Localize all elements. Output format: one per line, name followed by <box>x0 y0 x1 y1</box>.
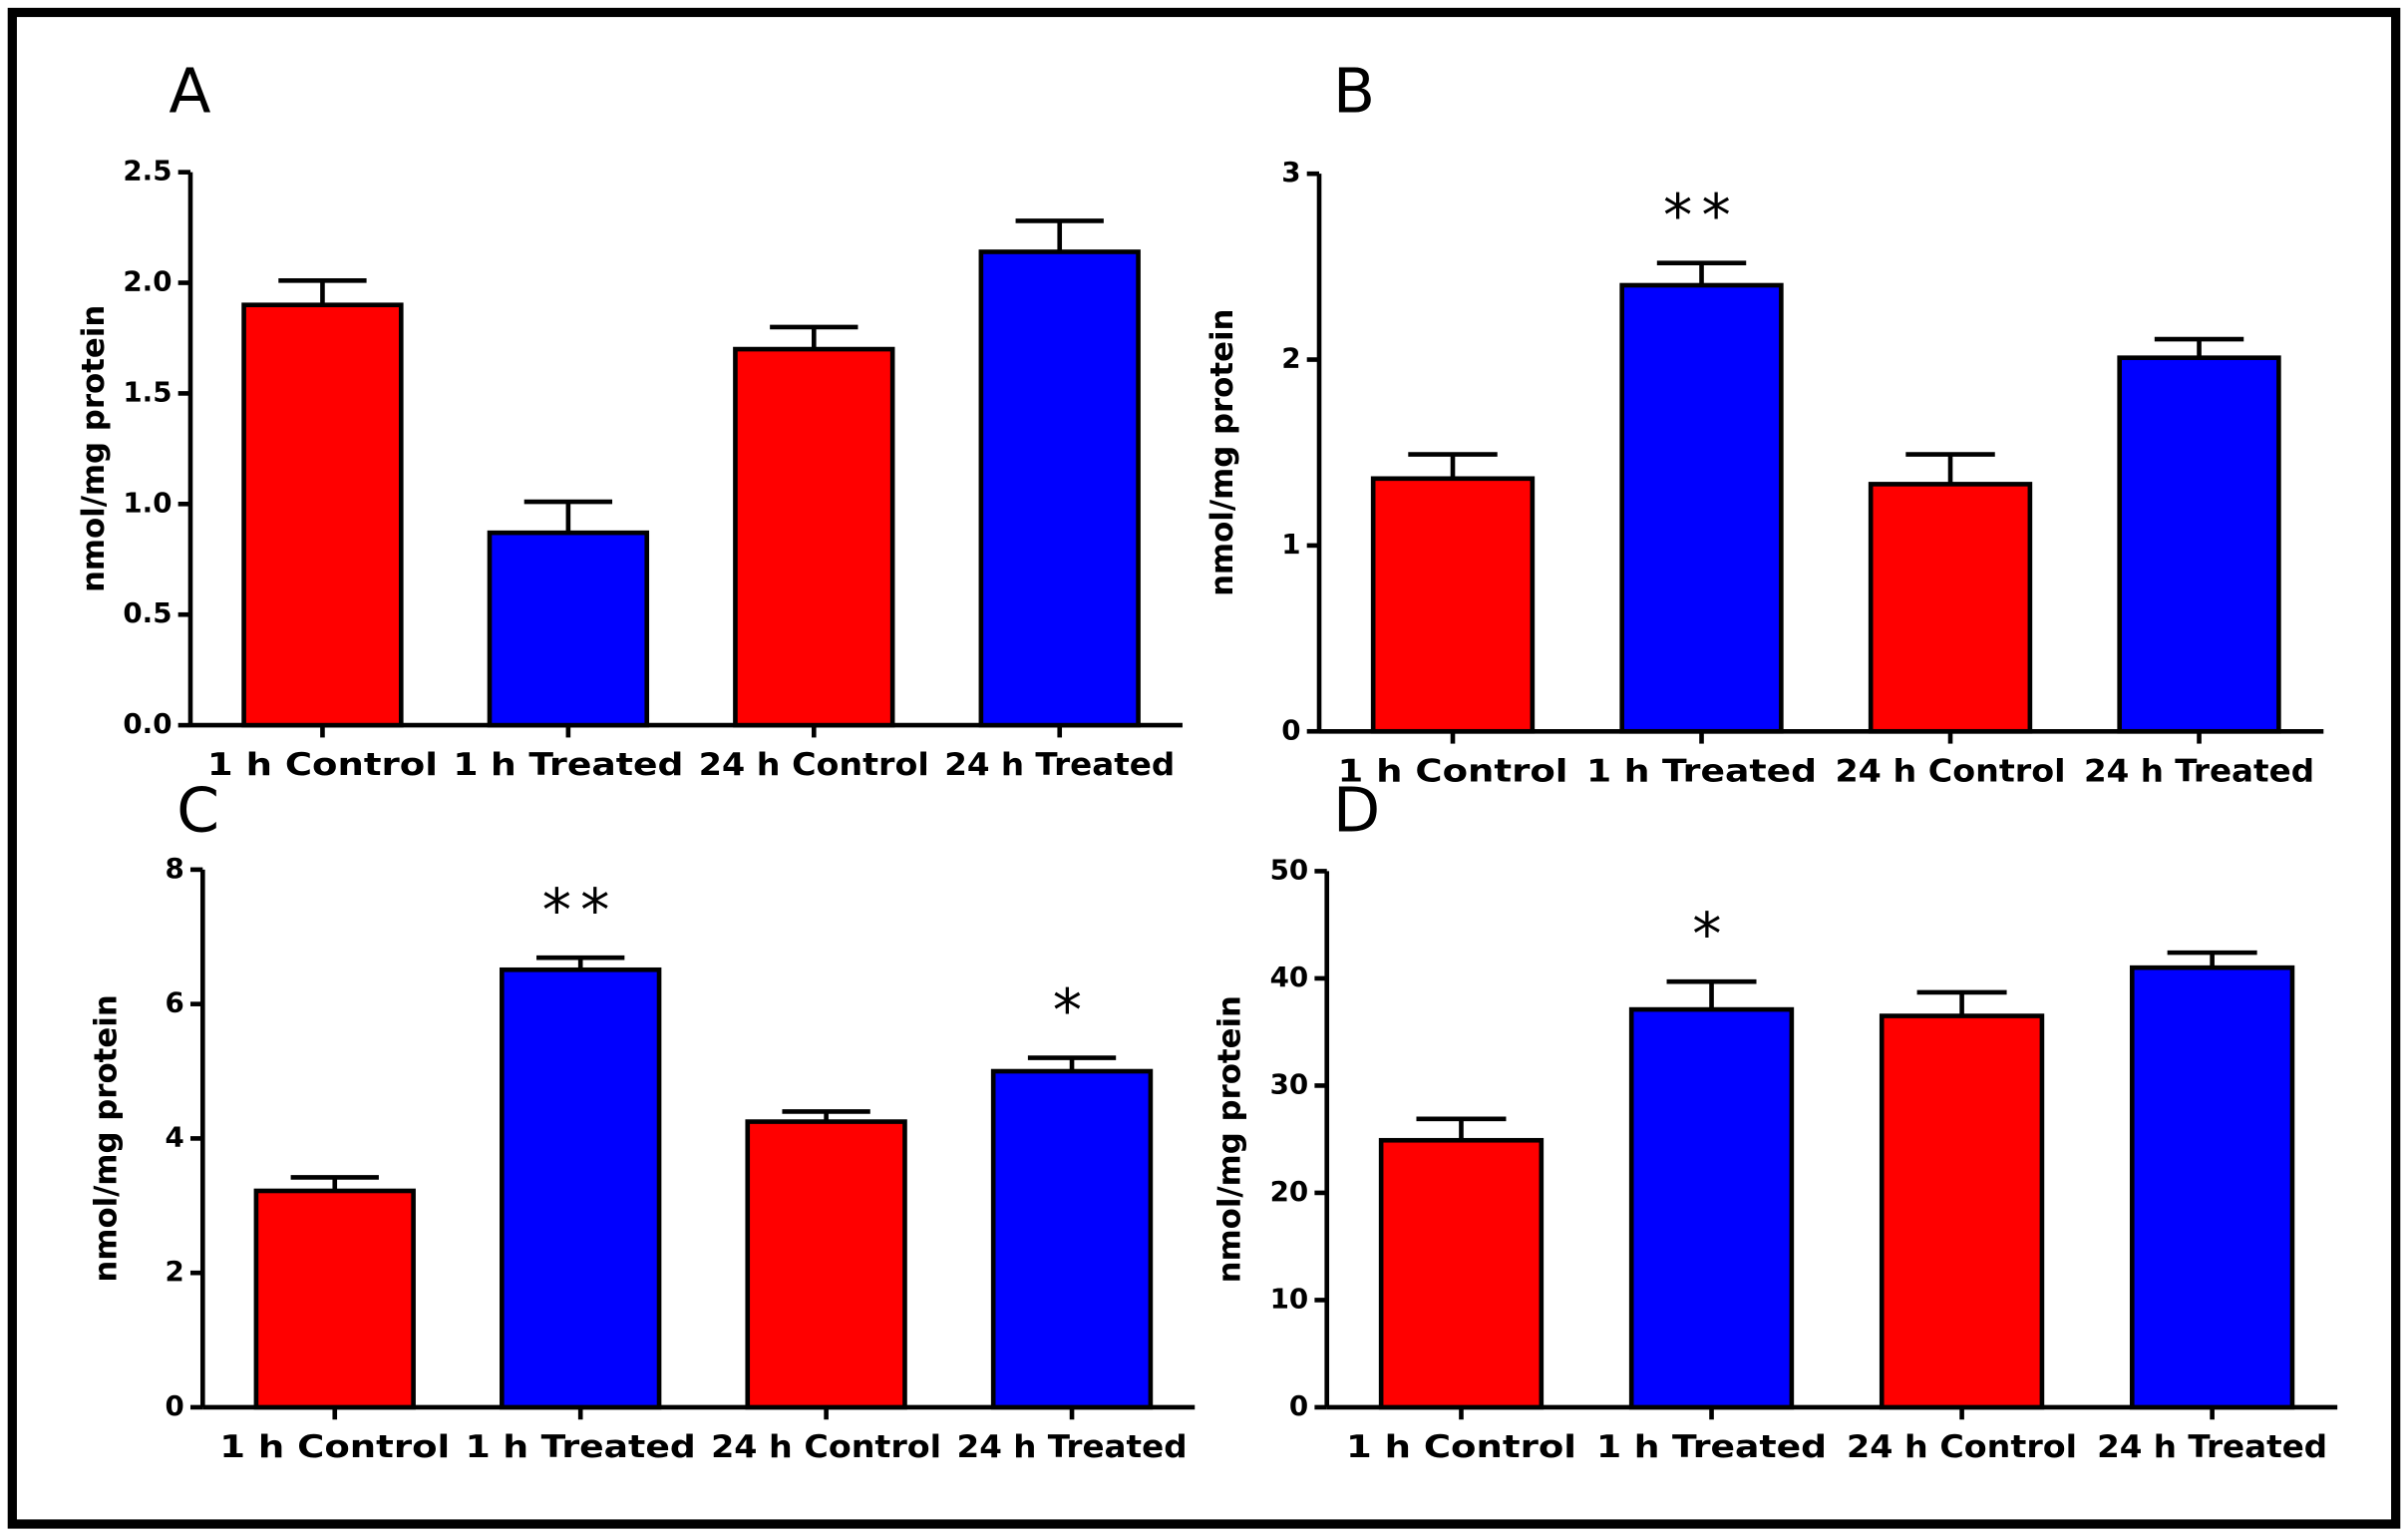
bar <box>990 1068 1154 1410</box>
y-axis-label: nmol/mg protein <box>1212 995 1248 1283</box>
panel-letter: C <box>176 775 219 847</box>
y-tick-label: 6 <box>166 986 184 1019</box>
y-tick-label: 20 <box>1270 1175 1309 1208</box>
panel-letter: D <box>1333 775 1380 847</box>
y-tick-label: 40 <box>1270 961 1309 993</box>
bar <box>1879 1013 2045 1410</box>
x-tick-label: 1 h Control <box>219 1429 450 1465</box>
x-tick-label: 1 h Treated <box>1596 1429 1827 1465</box>
y-tick-label: 1.5 <box>123 375 172 408</box>
bar <box>2117 355 2281 734</box>
y-axis-label: nmol/mg protein <box>76 305 112 592</box>
x-tick-label: 24 h Control <box>1836 753 2066 789</box>
x-tick-label: 24 h Treated <box>957 1429 1188 1465</box>
x-tick-label: 24 h Treated <box>2097 1429 2327 1465</box>
significance-mark: ** <box>1663 183 1740 250</box>
bar <box>241 302 404 728</box>
x-tick-label: 24 h Treated <box>2084 753 2314 789</box>
y-tick-label: 2.5 <box>123 155 172 188</box>
bar <box>487 530 650 728</box>
y-axis-label: nmol/mg protein <box>88 994 124 1282</box>
significance-mark: * <box>1053 977 1092 1045</box>
x-tick-label: 1 h Control <box>207 747 438 783</box>
y-tick-label: 2.0 <box>123 265 172 298</box>
y-axis-label: nmol/mg protein <box>1204 309 1240 596</box>
bar <box>2129 964 2295 1410</box>
x-tick-label: 1 h Control <box>1346 1429 1576 1465</box>
y-tick-label: 1.0 <box>123 486 172 519</box>
x-tick-label: 24 h Treated <box>944 747 1175 783</box>
bar <box>1619 282 1784 734</box>
bar <box>733 346 895 728</box>
bar <box>1628 1006 1795 1410</box>
y-tick-label: 3 <box>1281 156 1300 189</box>
x-tick-label: 24 h Control <box>1847 1429 2077 1465</box>
bar <box>745 1119 907 1410</box>
bar <box>978 249 1141 728</box>
bar <box>1868 482 2033 734</box>
x-tick-label: 24 h Control <box>699 747 929 783</box>
y-tick-label: 0.5 <box>123 596 172 629</box>
bar <box>1378 1137 1545 1410</box>
y-tick-label: 1 <box>1281 528 1300 561</box>
bar <box>500 966 662 1410</box>
x-tick-label: 1 h Control <box>1337 753 1567 789</box>
x-tick-label: 24 h Control <box>711 1429 941 1465</box>
panel-letter: B <box>1333 56 1375 128</box>
significance-mark: * <box>1692 901 1731 968</box>
y-tick-label: 30 <box>1270 1067 1309 1100</box>
significance-mark: ** <box>542 877 619 945</box>
y-tick-label: 0 <box>1281 713 1300 746</box>
bar <box>1370 476 1536 734</box>
y-tick-label: 8 <box>166 852 184 885</box>
y-tick-label: 0 <box>166 1389 184 1422</box>
bar <box>253 1188 416 1410</box>
y-tick-label: 10 <box>1270 1282 1309 1315</box>
x-tick-label: 1 h Treated <box>1586 753 1817 789</box>
y-tick-label: 2 <box>166 1255 184 1288</box>
y-tick-label: 50 <box>1270 853 1309 886</box>
y-tick-label: 0.0 <box>123 707 172 740</box>
panel-letter: A <box>169 56 210 128</box>
y-tick-label: 0 <box>1289 1389 1308 1422</box>
x-tick-label: 1 h Treated <box>466 1429 696 1465</box>
y-tick-label: 2 <box>1281 342 1300 375</box>
y-tick-label: 4 <box>166 1120 184 1153</box>
x-tick-label: 1 h Treated <box>453 747 683 783</box>
